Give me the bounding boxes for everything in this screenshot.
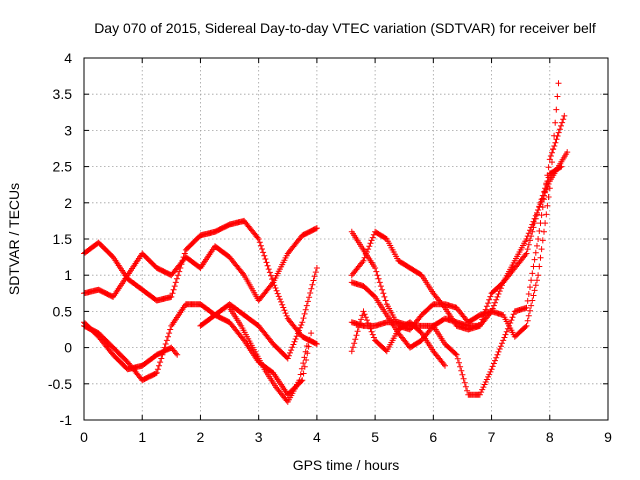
y-tick-label: 1 (64, 267, 72, 283)
x-tick-label: 6 (429, 429, 437, 445)
y-tick-label: -0.5 (48, 376, 72, 392)
x-tick-label: 9 (604, 429, 612, 445)
marker-trace (348, 112, 568, 398)
series-trace-9 (348, 112, 568, 398)
series-trace-6 (226, 304, 312, 405)
y-tick-label: -1 (60, 412, 73, 428)
x-axis-label: GPS time / hours (293, 457, 400, 473)
x-tick-label: 3 (255, 429, 263, 445)
y-tick-label: 4 (64, 50, 72, 66)
x-tick-label: 0 (80, 429, 88, 445)
x-tick-label: 1 (138, 429, 146, 445)
y-axis: -1 -0.5 0 0.5 1 1.5 2 2.5 3 3.5 4 (48, 50, 608, 428)
data-markers (81, 80, 571, 405)
marker-trace (226, 304, 312, 405)
y-tick-label: 0.5 (53, 303, 73, 319)
y-axis-label: SDTVAR / TECUs (6, 183, 22, 295)
series-trace-10 (348, 149, 571, 351)
y-tick-label: 2.5 (53, 159, 73, 175)
x-tick-label: 4 (313, 429, 321, 445)
y-tick-label: 2 (64, 195, 72, 211)
y-tick-label: 3 (64, 122, 72, 138)
y-tick-label: 1.5 (53, 231, 73, 247)
x-tick-label: 8 (546, 429, 554, 445)
marker-trace (348, 308, 448, 369)
y-tick-label: 3.5 (53, 86, 73, 102)
x-tick-label: 2 (197, 429, 205, 445)
series-trace-11 (348, 308, 448, 369)
x-axis: 0 1 2 3 4 5 6 7 8 9 (80, 58, 612, 445)
chart-title: Day 070 of 2015, Sidereal Day-to-day VTE… (94, 20, 596, 36)
y-tick-label: 0 (64, 340, 72, 356)
x-tick-label: 5 (371, 429, 379, 445)
x-tick-label: 7 (488, 429, 496, 445)
marker-trace (348, 149, 571, 351)
